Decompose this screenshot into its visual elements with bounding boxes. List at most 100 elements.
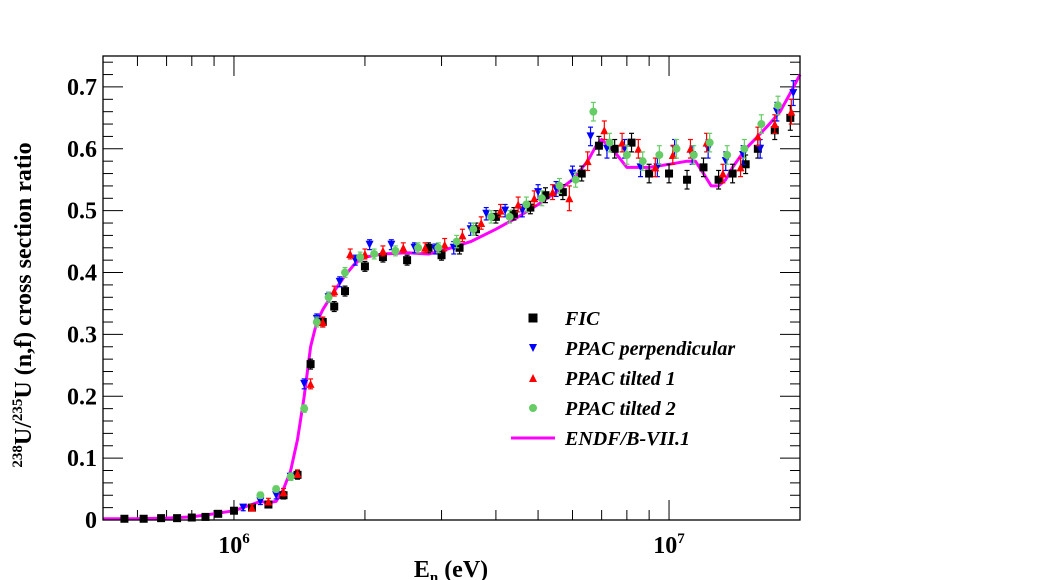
ppac-perpendicular-point bbox=[602, 144, 611, 153]
ppac-tilted-1-point bbox=[247, 503, 256, 512]
fic-point bbox=[594, 141, 603, 150]
ppac-perpendicular-point bbox=[789, 89, 798, 98]
ppac-perpendicular-point bbox=[239, 503, 248, 512]
fic-point bbox=[753, 144, 762, 153]
ppac-tilted-2-point bbox=[341, 268, 350, 277]
x-tick-label: 107 bbox=[653, 531, 685, 559]
ppac-tilted-1-point bbox=[651, 163, 660, 172]
ppac-tilted-2-point bbox=[605, 138, 614, 147]
fic-point bbox=[341, 287, 350, 296]
ppac-tilted-2-point bbox=[434, 243, 443, 252]
fic-point bbox=[173, 514, 182, 523]
ppac-tilted-2-point bbox=[272, 485, 281, 494]
ppac-tilted-1-point bbox=[634, 144, 643, 153]
legend-label-endf-b-vii-1: ENDF/B-VII.1 bbox=[564, 428, 690, 450]
ppac-tilted-2-point bbox=[370, 249, 379, 258]
ppac-tilted-2-point bbox=[638, 157, 647, 166]
ppac-tilted-1-point bbox=[496, 206, 505, 215]
ppac-tilted-2-point bbox=[740, 144, 749, 153]
x-axis-title-main: E bbox=[414, 557, 430, 580]
fic-point bbox=[645, 169, 654, 178]
fic-point bbox=[214, 509, 223, 518]
ppac-tilted-2-point bbox=[522, 200, 531, 209]
fic-point bbox=[558, 188, 567, 197]
ppac-tilted-1-point bbox=[378, 246, 387, 255]
fic-point bbox=[437, 251, 446, 260]
ppac-tilted-2-point bbox=[505, 212, 514, 221]
legend-label-ppac-tilted-2: PPAC tilted 2 bbox=[564, 398, 676, 420]
ppac-tilted-2-point bbox=[773, 101, 782, 110]
ppac-tilted-1-point bbox=[770, 120, 779, 129]
plot-frame bbox=[102, 55, 801, 521]
x-axis-title-sub: n bbox=[430, 570, 439, 580]
ppac-tilted-2-point bbox=[414, 243, 423, 252]
ppac-perpendicular-point bbox=[482, 209, 491, 218]
fic-point bbox=[627, 138, 636, 147]
legend-label-ppac-tilted-1: PPAC tilted 1 bbox=[564, 368, 676, 390]
ppac-tilted-1-point bbox=[330, 287, 339, 296]
ppac-tilted-2-point bbox=[723, 150, 732, 159]
ppac-tilted-2-point bbox=[324, 293, 333, 302]
ppac-tilted-2-point bbox=[689, 150, 698, 159]
ppac-tilted-1-point bbox=[753, 132, 762, 141]
y-tick-label: 0.2 bbox=[67, 384, 97, 410]
y-axis-title-rest: U (n,f) cross section ratio bbox=[11, 142, 37, 398]
endf-curve bbox=[103, 73, 802, 521]
fic-point bbox=[187, 513, 196, 522]
legend-marker-ppac-tilted-1 bbox=[529, 374, 537, 382]
fic-point bbox=[403, 256, 412, 265]
fic-point bbox=[665, 169, 674, 178]
y-tick-label: 0 bbox=[85, 508, 97, 534]
fic-point bbox=[491, 212, 500, 221]
ppac-tilted-2-point bbox=[487, 212, 496, 221]
fic-point bbox=[509, 209, 518, 218]
fic-point bbox=[120, 514, 129, 523]
fic-point bbox=[139, 514, 148, 523]
y-tick-label: 0.1 bbox=[67, 446, 97, 472]
y-axis-title-mid: U/ bbox=[11, 421, 37, 445]
x-axis-title: En (eV) bbox=[414, 557, 488, 580]
ppac-perpendicular-point bbox=[534, 188, 543, 197]
ppac-perpendicular-point bbox=[568, 169, 577, 178]
x-tick-label: 106 bbox=[218, 531, 250, 559]
ppac-perpendicular-point bbox=[756, 144, 765, 153]
ppac-tilted-1-point bbox=[787, 107, 796, 116]
ppac-tilted-2-point bbox=[589, 107, 598, 116]
ppac-tilted-1-point bbox=[318, 318, 327, 327]
legend-label-fic: FIC bbox=[564, 308, 600, 330]
ppac-perpendicular-point bbox=[501, 206, 510, 215]
fic-point bbox=[306, 360, 315, 369]
legend-marker-fic bbox=[528, 313, 538, 323]
ppac-tilted-2-point bbox=[356, 253, 365, 262]
ppac-tilted-2-point bbox=[537, 194, 546, 203]
ppac-tilted-2-point bbox=[622, 150, 631, 159]
ppac-tilted-1-point bbox=[548, 188, 557, 197]
fic-point bbox=[610, 144, 619, 153]
ppac-perpendicular-point bbox=[739, 150, 748, 159]
ppac-tilted-1-point bbox=[530, 194, 539, 203]
ppac-perpendicular-point bbox=[335, 277, 344, 286]
ppac-tilted-1-point bbox=[514, 200, 523, 209]
y-tick-label: 0.6 bbox=[67, 137, 97, 163]
fic-point bbox=[577, 169, 586, 178]
y-tick-label: 0.7 bbox=[67, 75, 97, 101]
ppac-perpendicular-point bbox=[365, 240, 374, 249]
y-axis-title: 238U/235U (n,f) cross section ratio bbox=[10, 142, 37, 467]
ppac-tilted-1-point bbox=[421, 243, 430, 252]
legend-marker-ppac-perpendicular bbox=[529, 344, 537, 352]
ppac-tilted-1-point bbox=[565, 194, 574, 203]
ppac-tilted-1-point bbox=[686, 144, 695, 153]
ppac-tilted-2-point bbox=[391, 246, 400, 255]
ppac-tilted-1-point bbox=[306, 379, 315, 388]
fic-point bbox=[378, 253, 387, 262]
y-tick-label: 0.5 bbox=[67, 199, 97, 225]
x-tick-base: 10 bbox=[653, 533, 677, 559]
x-axis-title-rest: (eV) bbox=[438, 557, 488, 580]
fic-point bbox=[786, 113, 795, 122]
ppac-perpendicular-point bbox=[518, 206, 527, 215]
ppac-tilted-1-point bbox=[477, 219, 486, 228]
fic-point bbox=[699, 163, 708, 172]
ppac-tilted-1-point bbox=[264, 497, 273, 506]
ppac-tilted-1-point bbox=[346, 249, 355, 258]
